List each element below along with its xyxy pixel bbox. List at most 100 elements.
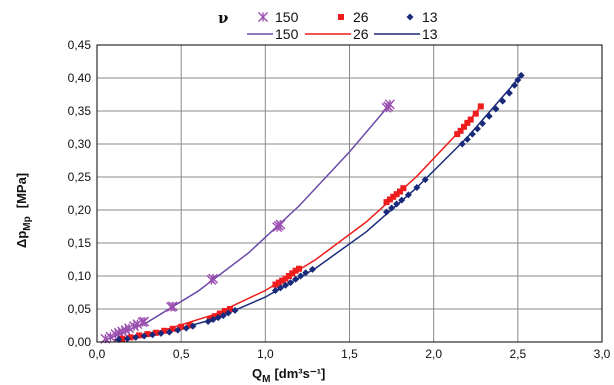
series-13-point [282, 281, 290, 289]
series-13-point [182, 324, 190, 332]
series-13-point [165, 328, 173, 336]
series-13-point [231, 306, 239, 314]
series-26-point [186, 322, 193, 329]
series-13-point [499, 97, 507, 105]
x-tick-label: 0,0 [89, 347, 106, 361]
y-tick-label: 0,35 [68, 104, 92, 118]
series-13-point [174, 326, 182, 334]
series-13-point [505, 89, 513, 97]
series-13-point [214, 314, 222, 322]
series-26-point [472, 110, 479, 117]
y-tick-label: 0,20 [68, 203, 92, 217]
y-axis-title-unit: [MPa] [14, 173, 29, 208]
legend-marker-label-13: 13 [422, 9, 438, 25]
x-axis-title: QM [dm³s⁻¹] [252, 366, 325, 385]
series-26-point [206, 315, 213, 322]
series-13-point [219, 312, 227, 320]
series-26-point [393, 191, 400, 198]
y-tick-labels: 0,00 0,05 0,10 0,15 0,20 0,25 0,30 0,35 0,40 0,45 [68, 38, 92, 349]
series-13-point [302, 269, 310, 277]
series-13-point [224, 309, 232, 317]
series-26-point [289, 270, 296, 277]
series-13-point [204, 318, 212, 326]
series-26-point [383, 199, 390, 206]
data-markers [100, 71, 525, 344]
series-26-point [275, 279, 282, 286]
series-26-point [119, 335, 126, 342]
series-150-point [132, 319, 143, 330]
legend-marker-26 [338, 14, 344, 20]
series-26-point [292, 267, 299, 274]
plot-frame [96, 44, 603, 343]
series-26-point [226, 306, 233, 312]
series-13-point [287, 279, 295, 287]
series-13-point [398, 196, 406, 204]
y-tick-label: 0,40 [68, 71, 92, 85]
series-26-points [119, 103, 484, 342]
series-26-point [178, 323, 185, 330]
series-13-point [492, 105, 500, 113]
series-26-point [211, 313, 218, 320]
x-tick-label: 2,5 [509, 347, 526, 361]
legend-line-label-26: 26 [353, 26, 369, 42]
legend-line-label-150: 150 [275, 26, 299, 42]
x-tick-label: 0,5 [173, 347, 190, 361]
x-tick-label: 1,0 [257, 347, 274, 361]
series-26-point [400, 185, 407, 192]
series-150-point [275, 219, 286, 230]
series-150-point [384, 99, 395, 110]
series-26-point [282, 275, 289, 282]
series-150-point [105, 331, 116, 342]
series-26-point [144, 331, 151, 338]
series-13-point [209, 316, 217, 324]
series-13-point [115, 335, 123, 343]
series-13-point [271, 287, 279, 295]
series-26-point [397, 188, 403, 195]
y-tick-label: 0,45 [68, 38, 92, 52]
series-13-point [517, 71, 525, 79]
series-150-point [123, 323, 134, 334]
y-axis-title-sub: Mp [22, 216, 33, 230]
series-26-point [460, 123, 467, 130]
series-13-point [297, 272, 305, 280]
x-tick-label: 1,5 [341, 347, 358, 361]
legend-line-label-13: 13 [422, 26, 438, 42]
x-axis-title-main: Q [252, 366, 262, 381]
series-26-point [127, 334, 134, 341]
series-26-point [296, 265, 302, 272]
series-13-point [458, 140, 466, 148]
series-26-point [467, 116, 474, 123]
series-150-point [208, 273, 219, 284]
x-tick-label: 3,0 [594, 347, 611, 361]
series-13-points [115, 71, 525, 343]
legend-title: ν [218, 9, 228, 27]
series-13-point [157, 329, 165, 337]
series-26-point [221, 307, 228, 314]
series-26-point [390, 193, 397, 200]
x-axis-title-sub: M [262, 374, 270, 385]
y-axis-title-main: Δp [14, 231, 29, 248]
series-26-point [136, 332, 143, 339]
series-26-point [279, 277, 286, 284]
y-tick-label: 0,25 [68, 170, 92, 184]
series-13-point [123, 335, 131, 343]
legend-marker-13 [406, 13, 414, 21]
series-26-point [454, 131, 461, 138]
series-26-point [169, 325, 176, 332]
legend-marker-label-26: 26 [353, 9, 369, 25]
series-13-point [393, 200, 401, 208]
y-tick-label: 0,00 [68, 335, 92, 349]
legend-marker-150 [258, 12, 268, 22]
series-13-point [514, 76, 522, 84]
series-13-point [276, 284, 284, 292]
series-150-points [100, 99, 395, 344]
x-tick-label: 2,0 [425, 347, 442, 361]
series-26-point [464, 119, 471, 126]
series-13-point [421, 176, 429, 184]
series-13-point [413, 184, 421, 192]
series-13-point [404, 191, 412, 199]
series-26-point [161, 327, 168, 334]
series-13-point [463, 135, 471, 143]
